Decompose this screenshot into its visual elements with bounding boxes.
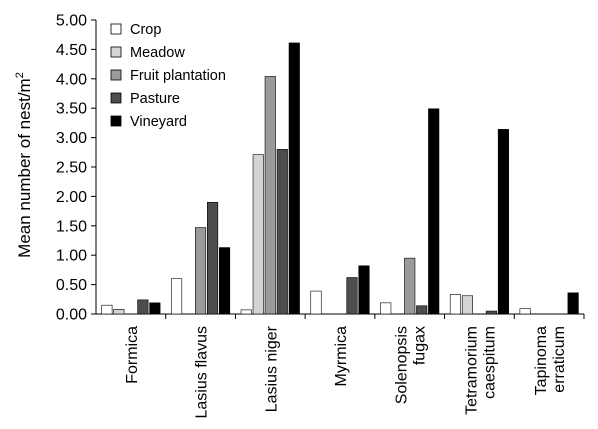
legend-swatch [110, 92, 122, 104]
bar [485, 310, 497, 315]
bar [171, 278, 183, 315]
bar [252, 154, 264, 315]
y-tick-label: 5.00 [56, 13, 87, 30]
y-axis-title-base: Mean number of nest/m [15, 78, 34, 258]
bar [497, 129, 509, 315]
x-tick-label: Tetramorium [463, 326, 480, 415]
bar [416, 305, 428, 315]
legend-label: Fruit plantation [130, 68, 226, 84]
bar [404, 257, 416, 315]
x-axis-labels: Formica Lasius flavus Lasius niger Myrmica S… [124, 325, 568, 418]
y-tick-label: 3.50 [56, 101, 87, 118]
y-tick-label: 1.00 [56, 248, 87, 265]
y-tick-label: 0.00 [56, 307, 87, 324]
bar [264, 76, 276, 315]
x-tick-label: Lasius niger [263, 325, 280, 412]
bar [567, 292, 579, 315]
y-axis: 0.00 0.50 1.00 1.50 2.00 2.50 3.00 3.50 4.00 4.50… [56, 13, 97, 324]
bar [276, 149, 288, 315]
bar [428, 108, 440, 315]
bar [519, 308, 531, 315]
y-axis-title: Mean number of nest/m2 [14, 72, 34, 258]
legend-label: Meadow [130, 45, 185, 61]
legend-swatch [110, 46, 122, 58]
y-axis-title-superscript: 2 [14, 72, 26, 78]
bar [207, 201, 219, 315]
x-tick-label: Myrmica [333, 326, 350, 387]
x-tick-label: Formica [124, 326, 141, 384]
legend-label: Crop [130, 22, 161, 38]
y-tick-label: 3.00 [56, 130, 87, 147]
legend: Crop Meadow Fruit plantation Pasture Vineyar… [110, 22, 226, 130]
y-tick-label: 2.00 [56, 189, 87, 206]
bars [96, 42, 585, 319]
x-tick-label: Solenopsis [394, 326, 411, 404]
bar [288, 42, 300, 315]
legend-swatch [110, 23, 122, 35]
y-tick-label: 0.50 [56, 277, 87, 294]
bar [240, 309, 252, 315]
x-tick-label: fugax [412, 326, 429, 365]
legend-swatch [110, 69, 122, 81]
bar [219, 247, 231, 315]
x-tick-label: Lasius flavus [194, 326, 211, 419]
bar [380, 302, 392, 315]
bar [310, 290, 322, 315]
bar [461, 295, 473, 315]
y-tick-label: 2.50 [56, 160, 87, 177]
legend-swatch [110, 115, 122, 127]
bar [149, 302, 161, 315]
bar [195, 227, 207, 315]
bar [101, 304, 113, 315]
x-tick-label: Tapinoma [533, 326, 550, 395]
bar [449, 294, 461, 315]
x-tick-label: erraticum [551, 326, 568, 393]
y-tick-label: 1.50 [56, 218, 87, 235]
bar [358, 265, 370, 315]
legend-label: Vineyard [130, 114, 187, 130]
bar [113, 308, 125, 315]
bar [346, 277, 358, 315]
bar [137, 299, 149, 315]
x-tick-label: caespitum [481, 326, 498, 399]
legend-label: Pasture [130, 91, 180, 107]
y-tick-label: 4.00 [56, 71, 87, 88]
y-tick-label: 4.50 [56, 42, 87, 59]
